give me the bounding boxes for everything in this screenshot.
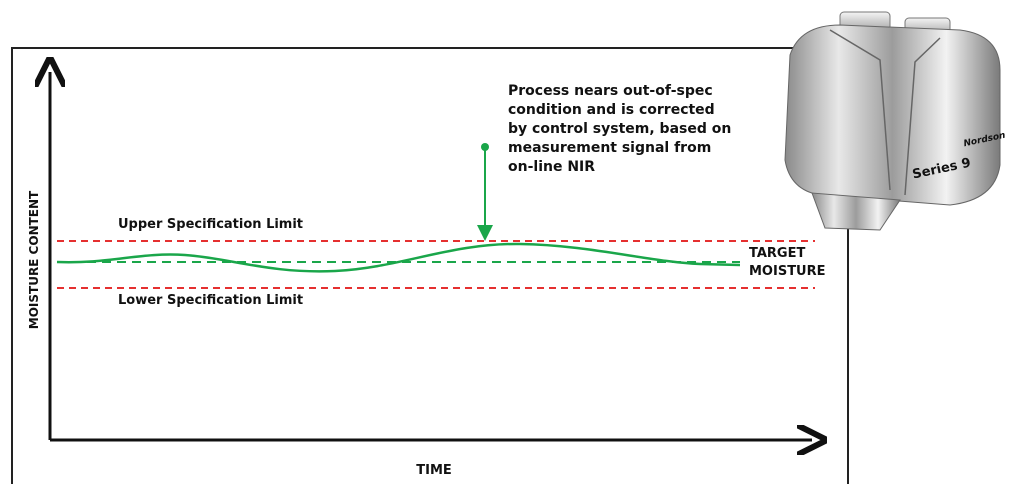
annotation: Process nears out-of-spec condition and … bbox=[508, 83, 731, 175]
target-label: TARGET bbox=[749, 246, 805, 261]
target-label: MOISTURE bbox=[749, 264, 826, 279]
lower-limit-label: Lower Specification Limit bbox=[118, 293, 303, 308]
device-image: Series 9 Nordson bbox=[785, 12, 1006, 230]
annotation-line: condition and is corrected bbox=[508, 102, 715, 118]
x-axis-label: TIME bbox=[416, 463, 452, 478]
y-axis-label: MOISTURE CONTENT bbox=[27, 190, 41, 329]
annotation-line: measurement signal from bbox=[508, 140, 711, 156]
annotation-line: Process nears out-of-spec bbox=[508, 83, 713, 99]
annotation-line: on-line NIR bbox=[508, 159, 595, 175]
annotation-line: by control system, based on bbox=[508, 121, 731, 137]
process-curve bbox=[57, 244, 740, 271]
diagram: Process nears out-of-spec condition and … bbox=[0, 0, 1015, 484]
frame bbox=[12, 48, 848, 484]
upper-limit-label: Upper Specification Limit bbox=[118, 217, 303, 232]
